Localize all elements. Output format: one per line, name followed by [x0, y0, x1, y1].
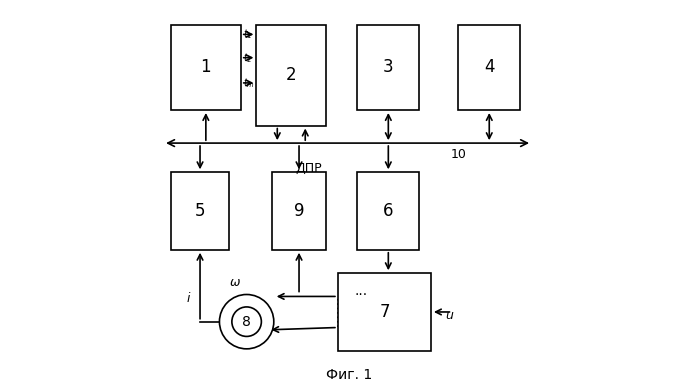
- Text: 3: 3: [383, 58, 394, 76]
- Text: $u$: $u$: [445, 309, 454, 322]
- Bar: [171, 25, 240, 110]
- Bar: [357, 172, 419, 250]
- Text: 2: 2: [286, 66, 296, 84]
- Bar: [459, 25, 520, 110]
- Bar: [357, 25, 419, 110]
- Text: Фиг. 1: Фиг. 1: [326, 368, 373, 382]
- Text: 5: 5: [195, 202, 206, 220]
- Circle shape: [232, 307, 261, 336]
- Text: $\omega$: $\omega$: [229, 276, 240, 289]
- Text: $i$: $i$: [186, 291, 191, 305]
- Text: $t_1$: $t_1$: [243, 27, 252, 41]
- Text: 8: 8: [242, 315, 251, 329]
- Bar: [272, 172, 326, 250]
- Text: 1: 1: [201, 58, 211, 76]
- Text: ...: ...: [354, 283, 368, 298]
- Bar: [171, 172, 229, 250]
- Text: $t_2$: $t_2$: [243, 51, 252, 65]
- Bar: [257, 25, 326, 126]
- Text: ДПР: ДПР: [295, 162, 322, 175]
- Text: 4: 4: [484, 58, 494, 76]
- Text: 7: 7: [379, 303, 389, 321]
- Text: 9: 9: [294, 202, 304, 220]
- Circle shape: [219, 294, 274, 349]
- Bar: [338, 273, 431, 351]
- Text: 10: 10: [450, 148, 466, 161]
- Text: $t_m$: $t_m$: [243, 76, 254, 90]
- Text: 6: 6: [383, 202, 394, 220]
